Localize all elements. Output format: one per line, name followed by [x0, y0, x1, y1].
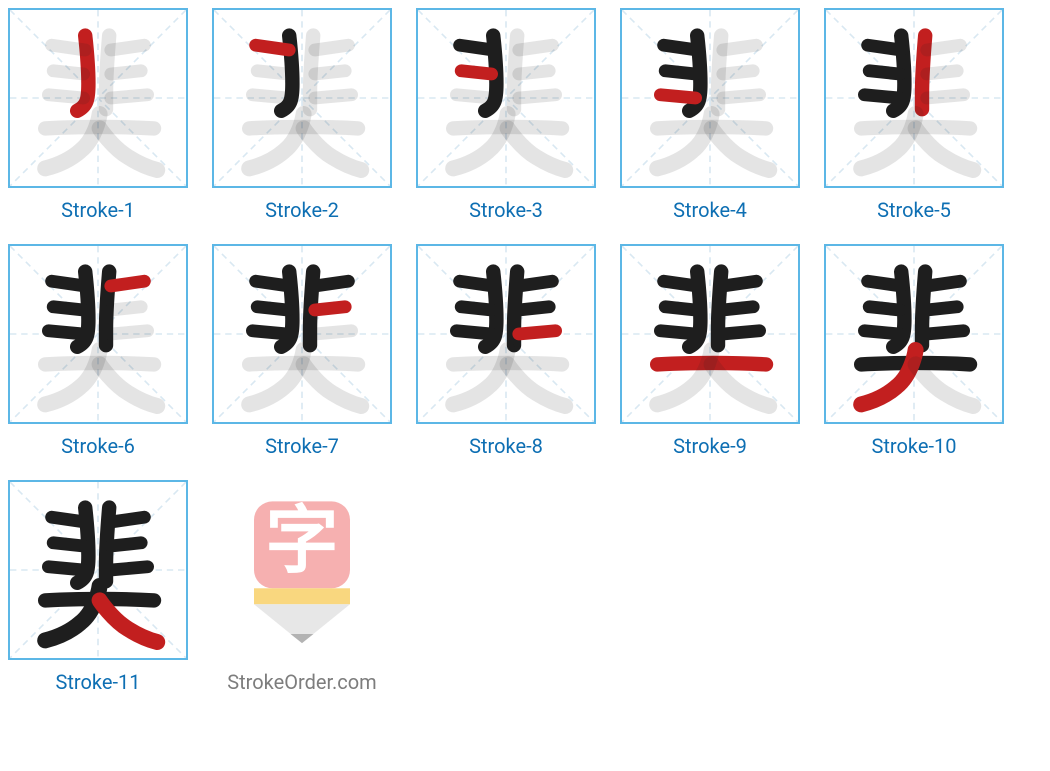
site-logo-cell: 字 StrokeOrder.com — [212, 480, 392, 694]
svg-text:字: 字 — [265, 500, 338, 581]
stroke-diagram-4 — [620, 8, 800, 188]
stroke-diagram-6 — [8, 244, 188, 424]
stroke-tile-2: Stroke-2 — [212, 8, 392, 222]
stroke-svg — [622, 10, 798, 186]
stroke-diagram-8 — [416, 244, 596, 424]
stroke-label: Stroke-3 — [469, 198, 543, 222]
stroke-svg — [826, 10, 1002, 186]
stroke-svg — [826, 246, 1002, 422]
stroke-tile-4: Stroke-4 — [620, 8, 800, 222]
stroke-svg — [10, 10, 186, 186]
stroke-tile-10: Stroke-10 — [824, 244, 1004, 458]
stroke-svg — [622, 246, 798, 422]
stroke-svg — [10, 482, 186, 658]
stroke-svg — [418, 10, 594, 186]
stroke-label: Stroke-6 — [61, 434, 135, 458]
stroke-svg — [214, 10, 390, 186]
stroke-tile-11: Stroke-11 — [8, 480, 188, 694]
stroke-tile-9: Stroke-9 — [620, 244, 800, 458]
stroke-diagram-1 — [8, 8, 188, 188]
stroke-diagram-3 — [416, 8, 596, 188]
stroke-tile-5: Stroke-5 — [824, 8, 1004, 222]
stroke-label: Stroke-8 — [469, 434, 543, 458]
stroke-diagram-10 — [824, 244, 1004, 424]
stroke-diagram-7 — [212, 244, 392, 424]
stroke-tile-7: Stroke-7 — [212, 244, 392, 458]
stroke-svg — [10, 246, 186, 422]
stroke-label: Stroke-2 — [265, 198, 339, 222]
stroke-order-grid: Stroke-1 Stroke-2 — [8, 8, 1042, 694]
stroke-tile-3: Stroke-3 — [416, 8, 596, 222]
stroke-diagram-11 — [8, 480, 188, 660]
site-logo: 字 — [212, 480, 392, 660]
stroke-tile-8: Stroke-8 — [416, 244, 596, 458]
stroke-diagram-5 — [824, 8, 1004, 188]
stroke-label: Stroke-4 — [673, 198, 747, 222]
pencil-icon: 字 — [232, 490, 372, 650]
stroke-svg — [214, 246, 390, 422]
stroke-svg — [418, 246, 594, 422]
stroke-label: Stroke-7 — [265, 434, 339, 458]
site-name: StrokeOrder.com — [227, 670, 376, 694]
stroke-label: Stroke-10 — [872, 434, 957, 458]
stroke-label: Stroke-1 — [61, 198, 135, 222]
stroke-diagram-9 — [620, 244, 800, 424]
stroke-tile-1: Stroke-1 — [8, 8, 188, 222]
stroke-label: Stroke-5 — [877, 198, 951, 222]
stroke-label: Stroke-9 — [673, 434, 747, 458]
stroke-tile-6: Stroke-6 — [8, 244, 188, 458]
stroke-label: Stroke-11 — [56, 670, 141, 694]
stroke-diagram-2 — [212, 8, 392, 188]
